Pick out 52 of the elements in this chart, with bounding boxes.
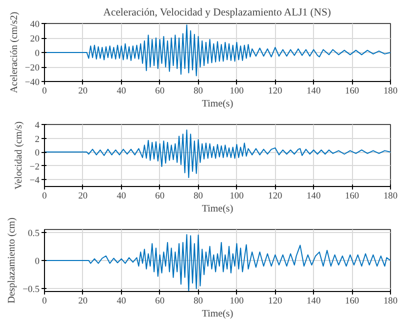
x-tick-label: 40 — [116, 296, 126, 306]
y-axis-title: Aceleración (cm/s2) — [8, 12, 20, 94]
x-tick-label: 120 — [268, 192, 282, 202]
y-tick-label: 40 — [30, 20, 40, 30]
y-tick-label: 0 — [34, 148, 40, 159]
x-axis-title: Time(s) — [202, 308, 234, 320]
y-tick-label: 0 — [34, 257, 40, 267]
x-tick-label: 160 — [345, 192, 360, 202]
y-tick-label: −20 — [24, 64, 40, 74]
x-tick-label: 60 — [155, 296, 165, 306]
y-tick-label: −40 — [24, 78, 40, 88]
x-tick-label: 140 — [306, 296, 321, 306]
x-tick-label: 0 — [42, 86, 48, 96]
y-axis-title: Desplazamiento (cm) — [6, 218, 18, 304]
y-tick-label: −4 — [30, 176, 40, 186]
x-tick-label: 120 — [268, 86, 282, 96]
x-tick-label: 120 — [268, 296, 282, 306]
x-tick-label: 20 — [78, 86, 88, 96]
x-tick-label: 40 — [116, 192, 126, 202]
x-tick-label: 140 — [306, 192, 321, 202]
x-tick-label: 20 — [78, 296, 88, 306]
x-tick-label: 60 — [155, 86, 165, 96]
line-series — [44, 130, 390, 178]
y-tick-label: 20 — [30, 34, 40, 44]
x-tick-label: 80 — [194, 296, 204, 306]
x-tick-label: 160 — [345, 296, 360, 306]
x-tick-label: 100 — [230, 296, 244, 306]
x-tick-label: 140 — [306, 86, 321, 96]
x-tick-label: 40 — [116, 86, 126, 96]
x-tick-label: 0 — [42, 192, 48, 202]
x-tick-label: 0 — [42, 296, 48, 306]
x-tick-label: 100 — [230, 192, 244, 202]
chart-title: Aceleración, Velocidad y Desplazamiento ALJ1 (NS) — [103, 8, 332, 18]
x-axis-title: Time(s) — [202, 98, 234, 110]
x-tick-label: 180 — [384, 86, 398, 96]
line-series — [44, 24, 390, 76]
x-axis-title: Time(s) — [202, 204, 234, 214]
x-tick-label: 60 — [155, 192, 165, 202]
x-tick-label: 80 — [194, 192, 204, 202]
y-tick-label: −2 — [30, 162, 40, 172]
x-tick-label: 180 — [384, 192, 398, 202]
y-tick-label: 0 — [34, 49, 40, 59]
x-tick-label: 100 — [230, 86, 244, 96]
x-tick-label: 180 — [384, 296, 398, 306]
y-tick-label: 2 — [34, 134, 40, 145]
y-tick-label: 4 — [34, 121, 40, 131]
x-tick-label: 160 — [345, 86, 360, 96]
x-tick-label: 20 — [78, 192, 88, 202]
y-tick-label: 0.5 — [28, 228, 40, 239]
y-axis-title: Velocidad (cm/s) — [14, 121, 25, 190]
x-tick-label: 80 — [194, 86, 204, 96]
y-tick-label: −0.5 — [22, 285, 40, 296]
